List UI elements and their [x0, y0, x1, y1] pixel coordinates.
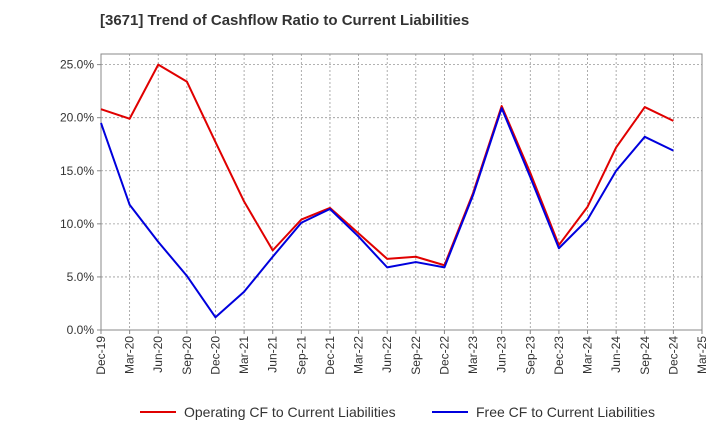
y-tick-label: 10.0% — [60, 217, 94, 231]
x-tick-label: Mar-24 — [581, 336, 595, 374]
x-tick-label: Dec-19 — [94, 336, 108, 375]
legend-swatch-free-cf — [432, 411, 468, 413]
y-tick-label: 20.0% — [60, 111, 94, 125]
x-tick-label: Dec-24 — [666, 336, 680, 375]
y-tick-label: 25.0% — [60, 58, 94, 72]
x-tick-label: Dec-21 — [323, 336, 337, 375]
x-tick-label: Mar-23 — [466, 336, 480, 374]
y-tick-label: 5.0% — [67, 270, 95, 284]
x-tick-label: Jun-20 — [151, 336, 165, 373]
x-tick-label: Jun-23 — [495, 336, 509, 373]
legend-label-operating-cf: Operating CF to Current Liabilities — [184, 404, 396, 420]
x-tick-label: Sep-23 — [523, 336, 537, 375]
y-tick-label: 15.0% — [60, 164, 94, 178]
x-tick-label: Sep-22 — [409, 336, 423, 375]
x-tick-label: Mar-22 — [352, 336, 366, 374]
chart-title: [3671] Trend of Cashflow Ratio to Curren… — [100, 12, 470, 29]
legend-item-operating-cf: Operating CF to Current Liabilities — [140, 404, 396, 420]
legend: Operating CF to Current Liabilities Free… — [0, 404, 720, 426]
x-tick-label: Dec-22 — [437, 336, 451, 375]
x-tick-label: Jun-21 — [266, 336, 280, 373]
plot-area — [101, 54, 702, 330]
legend-item-free-cf: Free CF to Current Liabilities — [432, 404, 655, 420]
series-line-operating-cf — [100, 63, 674, 267]
x-tick-label: Mar-21 — [237, 336, 251, 374]
legend-swatch-operating-cf — [140, 411, 176, 413]
x-tick-label: Jun-22 — [380, 336, 394, 373]
x-tick-label: Mar-25 — [695, 336, 709, 374]
x-tick-label: Sep-20 — [180, 336, 194, 375]
legend-label-free-cf: Free CF to Current Liabilities — [476, 404, 655, 420]
x-tick-label: Dec-23 — [552, 336, 566, 375]
x-tick-label: Jun-24 — [609, 336, 623, 373]
y-tick-label: 0.0% — [67, 323, 95, 337]
x-tick-label: Sep-24 — [638, 336, 652, 375]
x-tick-label: Sep-21 — [294, 336, 308, 375]
x-tick-label: Mar-20 — [123, 336, 137, 374]
x-tick-label: Dec-20 — [208, 336, 222, 375]
series-line-free-cf — [100, 107, 674, 319]
plot-frame — [100, 53, 703, 331]
